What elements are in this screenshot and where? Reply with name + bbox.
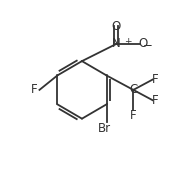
Text: Br: Br [98, 122, 111, 135]
Text: C: C [129, 83, 137, 96]
Text: F: F [31, 83, 37, 96]
Text: F: F [130, 109, 137, 122]
Text: +: + [124, 37, 131, 46]
Text: F: F [152, 94, 159, 107]
Text: O: O [138, 38, 148, 51]
Text: N: N [112, 38, 121, 51]
Text: F: F [152, 73, 159, 86]
Text: −: − [143, 39, 153, 52]
Text: O: O [112, 20, 121, 33]
